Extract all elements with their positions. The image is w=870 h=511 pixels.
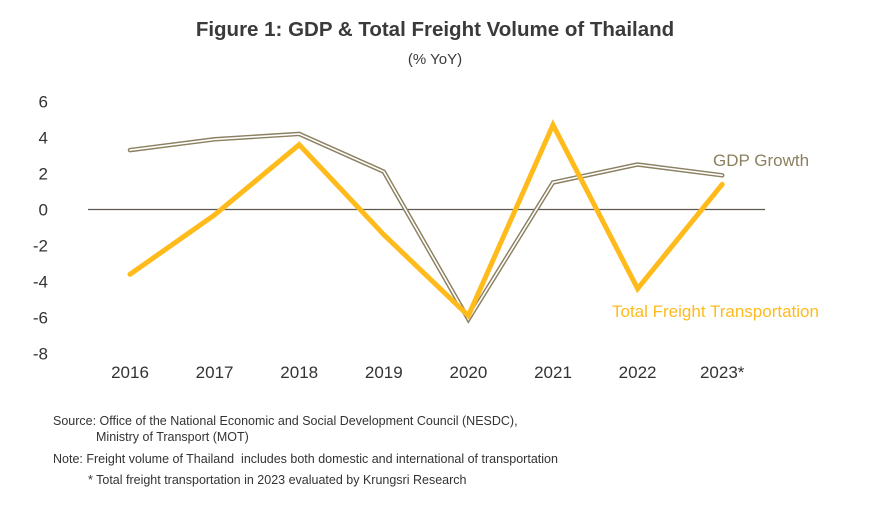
series-line-total-freight [127, 119, 725, 320]
chart-subtitle: (% YoY) [407, 51, 463, 68]
chart-title: Figure 1: GDP & Total Freight Volume of … [195, 18, 675, 41]
source-note: Source: Office of the National Economic … [53, 414, 518, 428]
legend-label-gdp-growth: GDP Growth [713, 151, 809, 170]
x-tick-label: 2018 [280, 363, 318, 382]
y-tick-label: 2 [39, 165, 48, 184]
legend-label-total-freight: Total Freight Transportation [612, 302, 819, 321]
y-axis: 6 4 2 0 -2 -4 -6 -8 [33, 93, 48, 364]
line-chart: 6 4 2 0 -2 -4 -6 -8 2016 2017 2018 2019 2020 2021 202… [33, 93, 819, 383]
y-tick-label: -2 [33, 237, 48, 256]
y-tick-label: -4 [33, 273, 48, 292]
y-tick-label: 4 [39, 129, 48, 148]
x-tick-label: 2021 [534, 363, 572, 382]
series-line-gdp-growth-inner [129, 133, 724, 321]
y-tick-label: 0 [39, 201, 48, 220]
x-tick-label: 2022 [619, 363, 657, 382]
series-line-gdp-growth [127, 131, 725, 324]
x-tick-label: 2023* [700, 363, 745, 382]
series-layer [127, 119, 725, 324]
x-tick-label: 2017 [196, 363, 234, 382]
y-tick-label: 6 [39, 93, 48, 112]
x-axis: 2016 2017 2018 2019 2020 2021 2022 2023* [111, 363, 745, 382]
x-tick-label: 2016 [111, 363, 149, 382]
note-text: Note: Freight volume of Thailand include… [53, 452, 558, 466]
x-tick-label: 2020 [449, 363, 487, 382]
y-tick-label: -8 [33, 345, 48, 364]
source-note-continued: Ministry of Transport (MOT) [96, 430, 249, 444]
x-tick-label: 2019 [365, 363, 403, 382]
asterisk-note: * Total freight transportation in 2023 e… [88, 473, 467, 487]
y-tick-label: -6 [33, 309, 48, 328]
